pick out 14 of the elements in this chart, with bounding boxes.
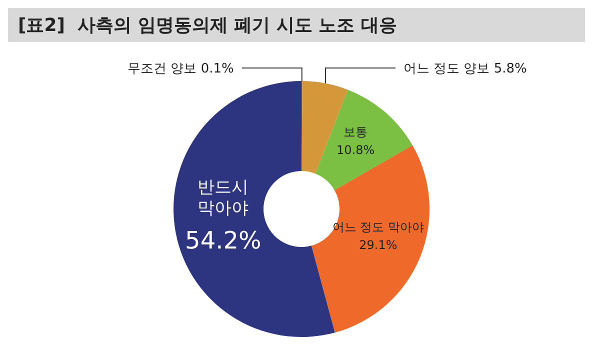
- data-label: 10.8%: [336, 143, 375, 158]
- slice-label: 어느 정도 막아야: [332, 220, 424, 234]
- chart-title: [표2] 사측의 임명동의제 폐기 시도 노조 대응: [8, 8, 585, 42]
- slice-label: 무조건 양보: [128, 62, 197, 77]
- data-label: 29.1%: [359, 238, 398, 252]
- donut-slice: [311, 145, 430, 333]
- slice-label: 보통: [344, 125, 368, 140]
- data-label: 54.2%: [185, 226, 262, 254]
- slice-label: 어느 정도 양보: [403, 62, 490, 77]
- data-label: 5.8%: [494, 62, 527, 77]
- donut-slice: [315, 90, 412, 190]
- data-label: 0.1%: [200, 62, 234, 77]
- slice-label: 반드시 막아야: [198, 177, 249, 218]
- donut-slice: [174, 81, 335, 337]
